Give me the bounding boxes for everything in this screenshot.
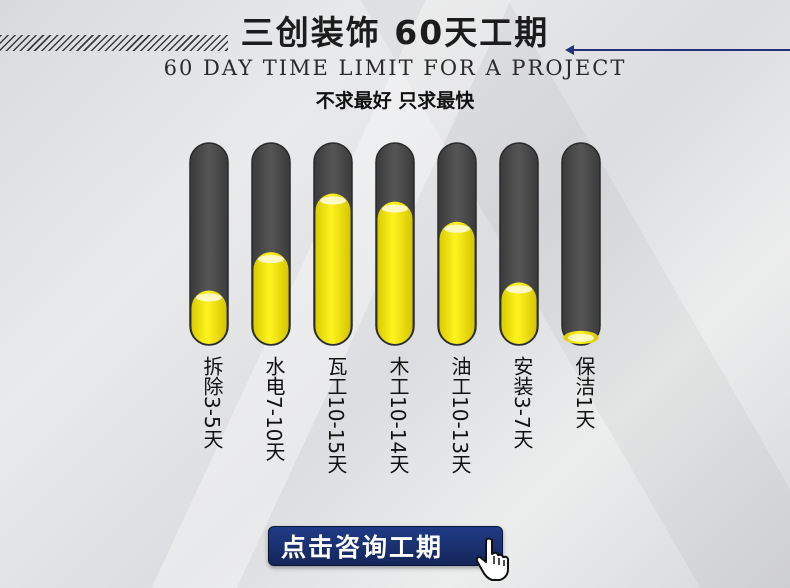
bar-fill bbox=[377, 201, 413, 344]
page-title: 三创装饰 60天工期 bbox=[240, 13, 550, 52]
bar-highlight bbox=[444, 224, 470, 233]
page-subtitle: 60 DAY TIME LIMIT FOR A PROJECT bbox=[163, 56, 627, 80]
hand-pointer-icon bbox=[476, 537, 509, 581]
accent-line bbox=[574, 49, 790, 51]
bar-fill bbox=[501, 282, 537, 344]
bar-label: 拆除3-5天 bbox=[200, 356, 224, 449]
bar-highlight bbox=[258, 255, 284, 264]
bar-highlight bbox=[506, 285, 532, 294]
bar-label: 瓦工10-15天 bbox=[324, 356, 348, 475]
bar-label: 木工10-14天 bbox=[386, 356, 410, 475]
hatch-decoration bbox=[0, 35, 228, 51]
consult-duration-button[interactable]: 点击咨询工期 bbox=[268, 526, 503, 566]
bar-label: 油工10-13天 bbox=[448, 356, 472, 475]
bar-label: 水电7-10天 bbox=[262, 356, 286, 462]
bar-fill bbox=[253, 252, 289, 344]
bar-fill bbox=[439, 221, 475, 344]
bar-highlight bbox=[320, 196, 346, 205]
bar-fill bbox=[191, 290, 227, 344]
bar-highlight bbox=[382, 204, 408, 213]
bar-fill bbox=[315, 193, 351, 344]
tagline: 不求最好 只求最快 bbox=[315, 90, 475, 112]
bar-track bbox=[561, 142, 601, 346]
arrow-left-icon bbox=[565, 45, 574, 55]
bar-label: 保洁1天 bbox=[572, 356, 596, 429]
bar-label: 安装3-7天 bbox=[510, 356, 534, 449]
bar-highlight bbox=[196, 293, 222, 302]
bar-highlight bbox=[568, 333, 594, 342]
